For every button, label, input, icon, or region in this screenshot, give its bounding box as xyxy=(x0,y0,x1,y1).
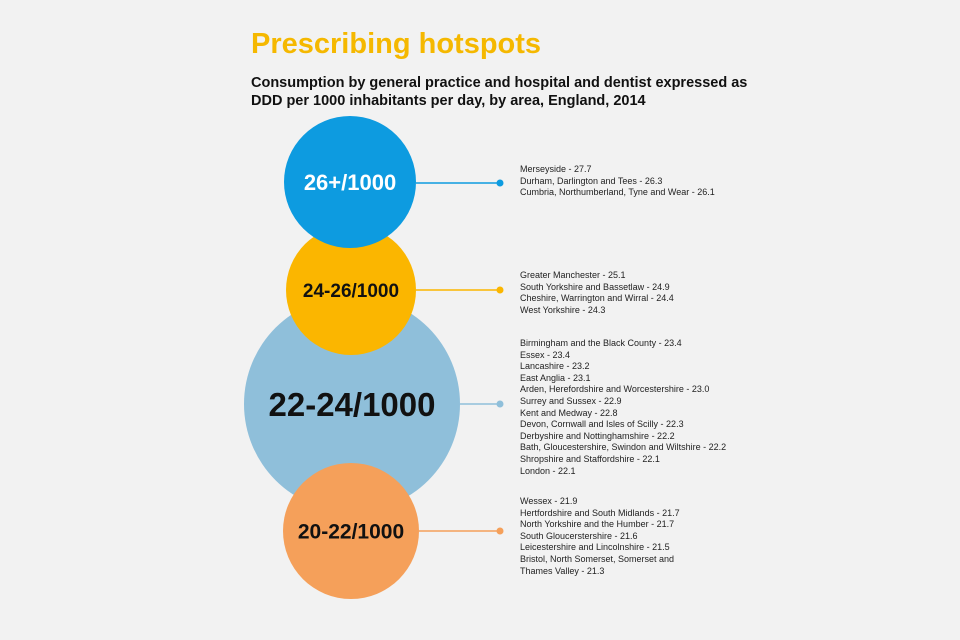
bubble-label-26-plus: 26+/1000 xyxy=(304,170,396,195)
area-item: Durham, Darlington and Tees - 26.3 xyxy=(520,175,663,186)
bubble-20-22 xyxy=(283,463,419,599)
area-item: Shropshire and Staffordshire - 22.1 xyxy=(520,453,660,464)
area-item: South Gloucerstershire - 21.6 xyxy=(520,530,638,541)
connector-dot-22-24 xyxy=(496,400,504,408)
bubble-label-24-26: 24-26/1000 xyxy=(303,281,399,302)
area-item: Wessex - 21.9 xyxy=(520,496,578,506)
connector-dot-26-plus xyxy=(496,179,504,187)
bubble-22-24 xyxy=(244,296,460,512)
area-item: Greater Manchester - 25.1 xyxy=(520,270,626,280)
area-item: Lancashire - 23.2 xyxy=(520,361,590,372)
bubble-label-20-22: 20-22/1000 xyxy=(298,521,404,544)
area-list-24-26: Greater Manchester - 25.1 South Yorkshire… xyxy=(520,270,674,316)
bubble-label-22-24: 22-24/1000 xyxy=(269,386,436,423)
area-item: Arden, Herefordshire and Worcestershire … xyxy=(520,384,710,395)
area-item: Essex - 23.4 xyxy=(520,349,571,360)
area-item: Bath, Gloucestershire, Swindon and Wilts… xyxy=(520,442,727,453)
area-item: Cumbria, Northumberland, Tyne and Wear -… xyxy=(520,187,715,198)
area-item: Thames Valley - 21.3 xyxy=(520,565,605,576)
connector-dot-24-26 xyxy=(496,286,504,294)
chart-subtitle: Consumption by general practice and hosp… xyxy=(251,75,748,109)
area-item: South Yorkshire and Bassetlaw - 24.9 xyxy=(520,281,670,292)
area-item: Hertfordshire and South Midlands - 21.7 xyxy=(520,507,680,518)
area-item: Cheshire, Warrington and Wirral - 24.4 xyxy=(520,293,674,304)
area-list-20-22: Wessex - 21.9 Hertfordshire and South Mid… xyxy=(520,496,680,577)
area-item: Kent and Medway - 22.8 xyxy=(520,407,618,418)
area-list-26-plus: Merseyside - 27.7 Durham, Darlington and … xyxy=(520,164,715,199)
area-item: Birmingham and the Black County - 23.4 xyxy=(520,338,682,348)
area-item: Leicestershire and Lincolnshire - 21.5 xyxy=(520,542,670,553)
bubble-24-26 xyxy=(286,225,416,355)
chart-title: Prescribing hotspots xyxy=(251,28,542,60)
bubble-26-plus xyxy=(284,116,416,248)
area-item: Surrey and Sussex - 22.9 xyxy=(520,395,622,406)
area-item: North Yorkshire and the Humber - 21.7 xyxy=(520,519,675,530)
connector-dot-20-22 xyxy=(496,527,504,535)
area-item: Derbyshire and Nottinghamshire - 22.2 xyxy=(520,430,675,441)
area-item: East Anglia - 23.1 xyxy=(520,372,591,383)
area-item: Bristol, North Somerset, Somerset and xyxy=(520,553,675,564)
area-item: Merseyside - 27.7 xyxy=(520,164,592,174)
area-item: Devon, Cornwall and Isles of Scilly - 22… xyxy=(520,419,684,430)
area-item: West Yorkshire - 24.3 xyxy=(520,304,606,315)
area-item: London - 22.1 xyxy=(520,465,576,476)
area-list-22-24: Birmingham and the Black County - 23.4 Es… xyxy=(520,338,726,477)
